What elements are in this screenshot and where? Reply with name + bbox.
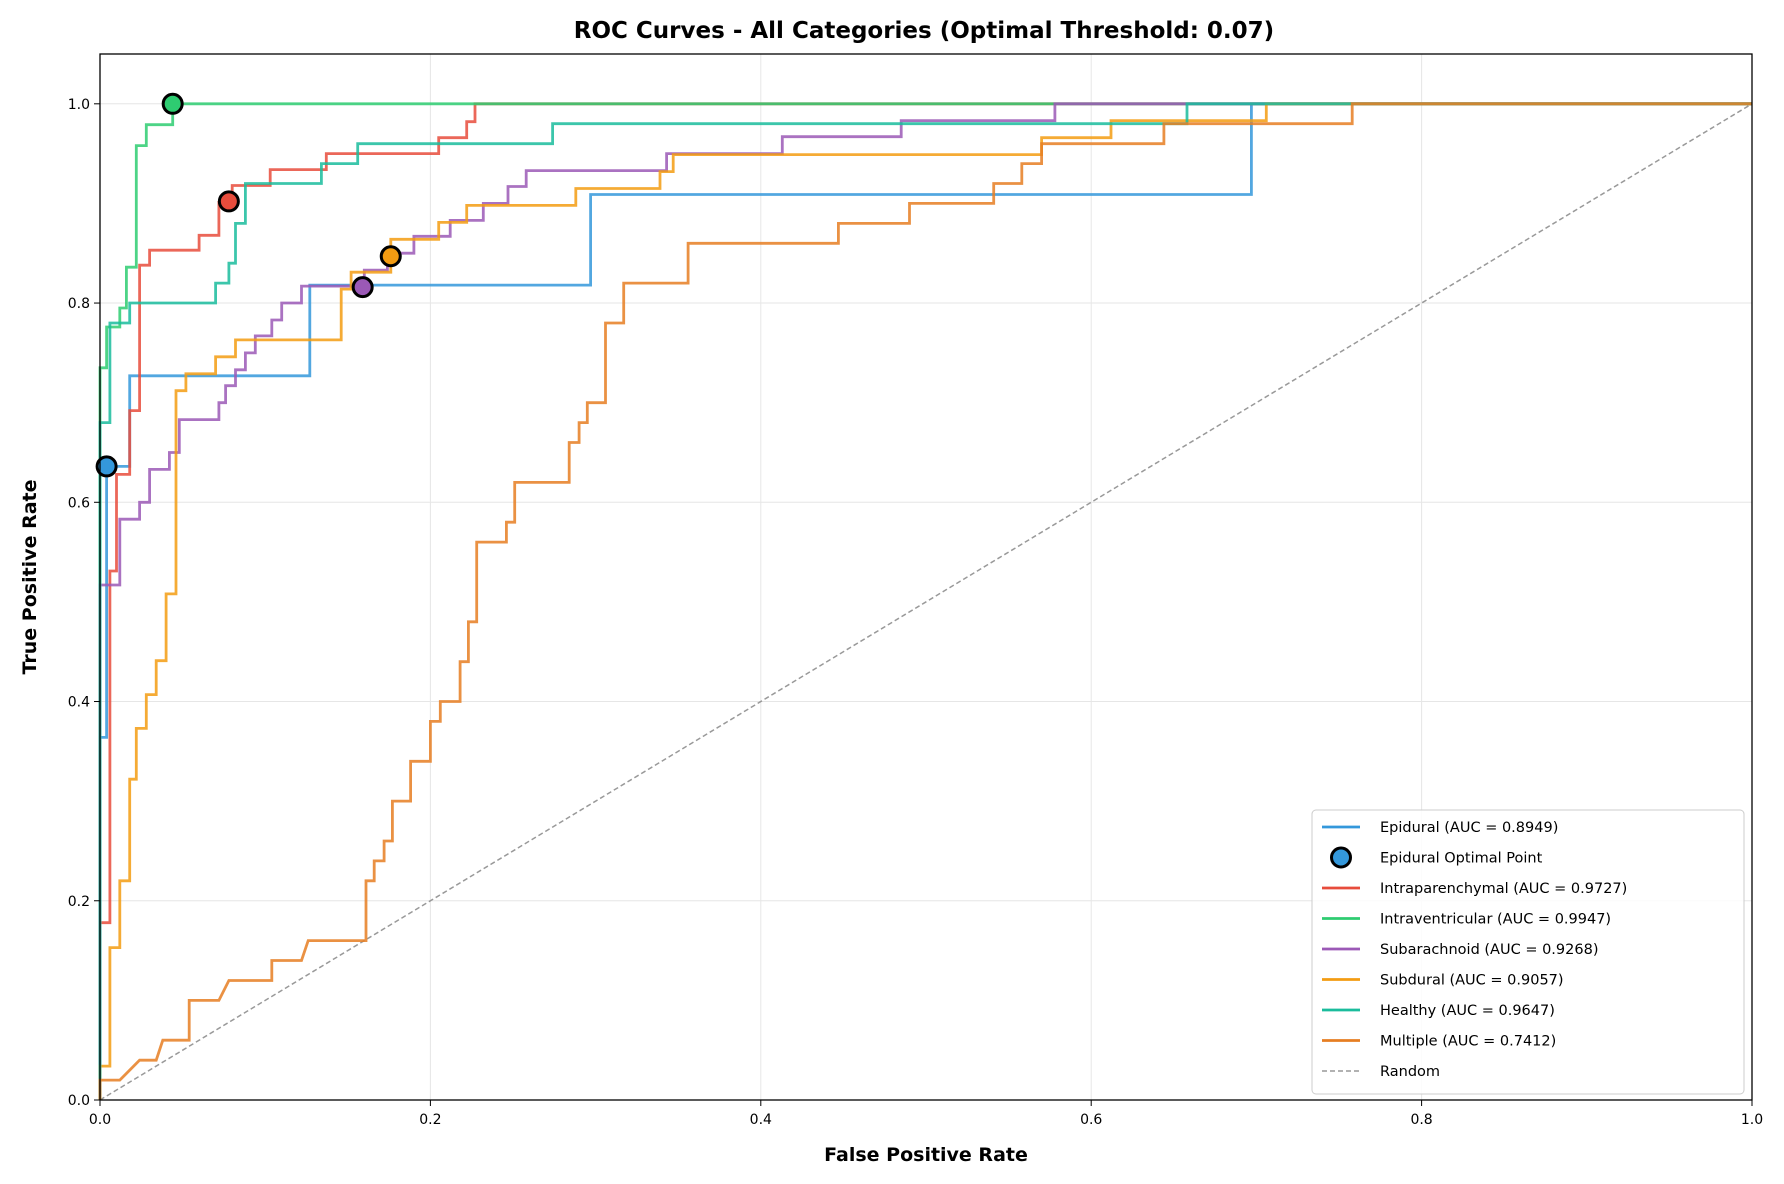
x-axis-label: False Positive Rate (824, 1144, 1028, 1166)
x-tick-label: 0.8 (1410, 1112, 1432, 1128)
series-line-0 (98, 102, 1752, 1100)
chart-title: ROC Curves - All Categories (Optimal Thr… (574, 18, 1274, 44)
y-tick-label: 0.2 (68, 894, 90, 910)
optimal-point-3 (351, 276, 374, 299)
legend-box (1311, 809, 1745, 1095)
axis-ticks: 0.0 0.2 0.4 0.6 0.8 1.0 0.0 0.2 0.4 0.6 0.8 1.0 (68, 97, 1763, 1128)
y-tick-label: 0.0 (68, 1093, 90, 1109)
y-tick-label: 0.6 (68, 495, 90, 511)
legend-label: Intraventricular (AUC = 0.9947) (1380, 912, 1611, 928)
optimal-points (95, 92, 402, 478)
optimal-point-1 (217, 190, 240, 213)
legend-label: Subarachnoid (AUC = 0.9268) (1380, 942, 1598, 958)
random-diagonal (99, 103, 1753, 1101)
y-axis-label: True Positive Rate (19, 480, 41, 675)
series-line-4 (98, 102, 1752, 1100)
legend-label: Random (1380, 1064, 1440, 1080)
legend: Epidural (AUC = 0.8949) Epidural Optimal … (1311, 809, 1745, 1095)
series-lines (98, 102, 1752, 1100)
optimal-point-0 (95, 455, 118, 478)
y-tick-label: 1.0 (68, 97, 90, 113)
legend-label: Healthy (AUC = 0.9647) (1380, 1003, 1555, 1019)
plot-frame (99, 53, 1753, 1101)
x-tick-label: 1.0 (1741, 1112, 1763, 1128)
series-line-6 (98, 102, 1752, 1100)
series-line-2 (98, 102, 1752, 1100)
series-line-3 (98, 102, 1752, 1100)
random-line (99, 103, 1753, 1101)
x-tick-label: 0.0 (89, 1112, 111, 1128)
series-line-5 (98, 102, 1752, 1100)
legend-label: Epidural Optimal Point (1380, 851, 1543, 867)
y-tick-label: 0.8 (68, 296, 90, 312)
x-tick-label: 0.6 (1080, 1112, 1102, 1128)
legend-label: Multiple (AUC = 0.7412) (1380, 1034, 1556, 1050)
series-line-1 (98, 102, 1752, 1100)
legend-label: Subdural (AUC = 0.9057) (1380, 973, 1564, 989)
x-tick-label: 0.2 (419, 1112, 441, 1128)
legend-label: Epidural (AUC = 0.8949) (1380, 820, 1558, 836)
x-tick-label: 0.4 (750, 1112, 772, 1128)
optimal-point-2 (161, 92, 184, 115)
y-tick-label: 0.4 (68, 695, 90, 711)
legend-marker (1330, 846, 1352, 869)
legend-label: Intraparenchymal (AUC = 0.9727) (1380, 881, 1627, 897)
optimal-point-4 (379, 245, 402, 268)
